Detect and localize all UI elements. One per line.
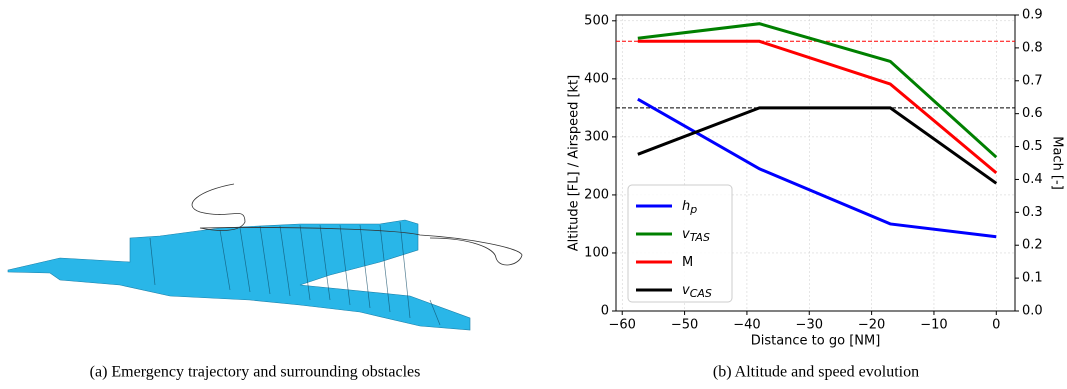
x-tick-label: −60 bbox=[609, 318, 636, 333]
x-tick-label: −10 bbox=[920, 318, 947, 333]
x-tick-label: −40 bbox=[733, 318, 760, 333]
y-tick-label: 200 bbox=[584, 187, 609, 202]
y-axis-label: Altitude [FL] / Airspeed [kt] bbox=[567, 75, 582, 251]
y-tick-label: 300 bbox=[584, 129, 609, 144]
y2-tick-label: 0.6 bbox=[1022, 106, 1043, 121]
obstacle bbox=[8, 220, 470, 330]
series-line bbox=[638, 24, 996, 157]
y-tick-label: 0 bbox=[601, 304, 609, 319]
y-tick-label: 400 bbox=[584, 71, 609, 86]
x-axis-label: Distance to go [NM] bbox=[751, 334, 881, 349]
caption: (a) Emergency trajectory and surrounding… bbox=[90, 364, 421, 381]
obstacle-render bbox=[8, 184, 522, 330]
x-tick-label: −30 bbox=[796, 318, 823, 333]
y2-tick-label: 0.4 bbox=[1022, 172, 1043, 187]
y2-tick-label: 0.2 bbox=[1022, 238, 1043, 253]
legend-subscript: TAS bbox=[690, 231, 710, 244]
caption: (b) Altitude and speed evolution bbox=[713, 364, 919, 381]
y2-tick-label: 0.1 bbox=[1022, 271, 1043, 286]
legend-name: M bbox=[682, 255, 693, 270]
y2-tick-label: 0.8 bbox=[1022, 40, 1043, 55]
legend-subscript: CAS bbox=[690, 287, 712, 300]
y-tick-label: 500 bbox=[584, 13, 609, 28]
figure: (a) Emergency trajectory and surrounding… bbox=[0, 0, 1067, 389]
y2-tick-label: 0.5 bbox=[1022, 139, 1043, 154]
x-tick-label: −20 bbox=[858, 318, 885, 333]
y-tick-label: 100 bbox=[584, 245, 609, 260]
legend-name: h bbox=[682, 199, 690, 214]
y2-tick-label: 0.0 bbox=[1022, 304, 1043, 319]
y2-tick-label: 0.9 bbox=[1022, 8, 1043, 23]
legend-box bbox=[628, 185, 732, 302]
series-line bbox=[638, 108, 996, 183]
x-tick-label: 0 bbox=[992, 318, 1000, 333]
x-tick-label: −50 bbox=[671, 318, 698, 333]
y2-axis-label: Mach [-] bbox=[1050, 136, 1065, 190]
legend-label: M bbox=[682, 255, 693, 270]
legend-subscript: p bbox=[689, 203, 697, 216]
y2-tick-label: 0.3 bbox=[1022, 205, 1043, 220]
y2-tick-label: 0.7 bbox=[1022, 73, 1043, 88]
